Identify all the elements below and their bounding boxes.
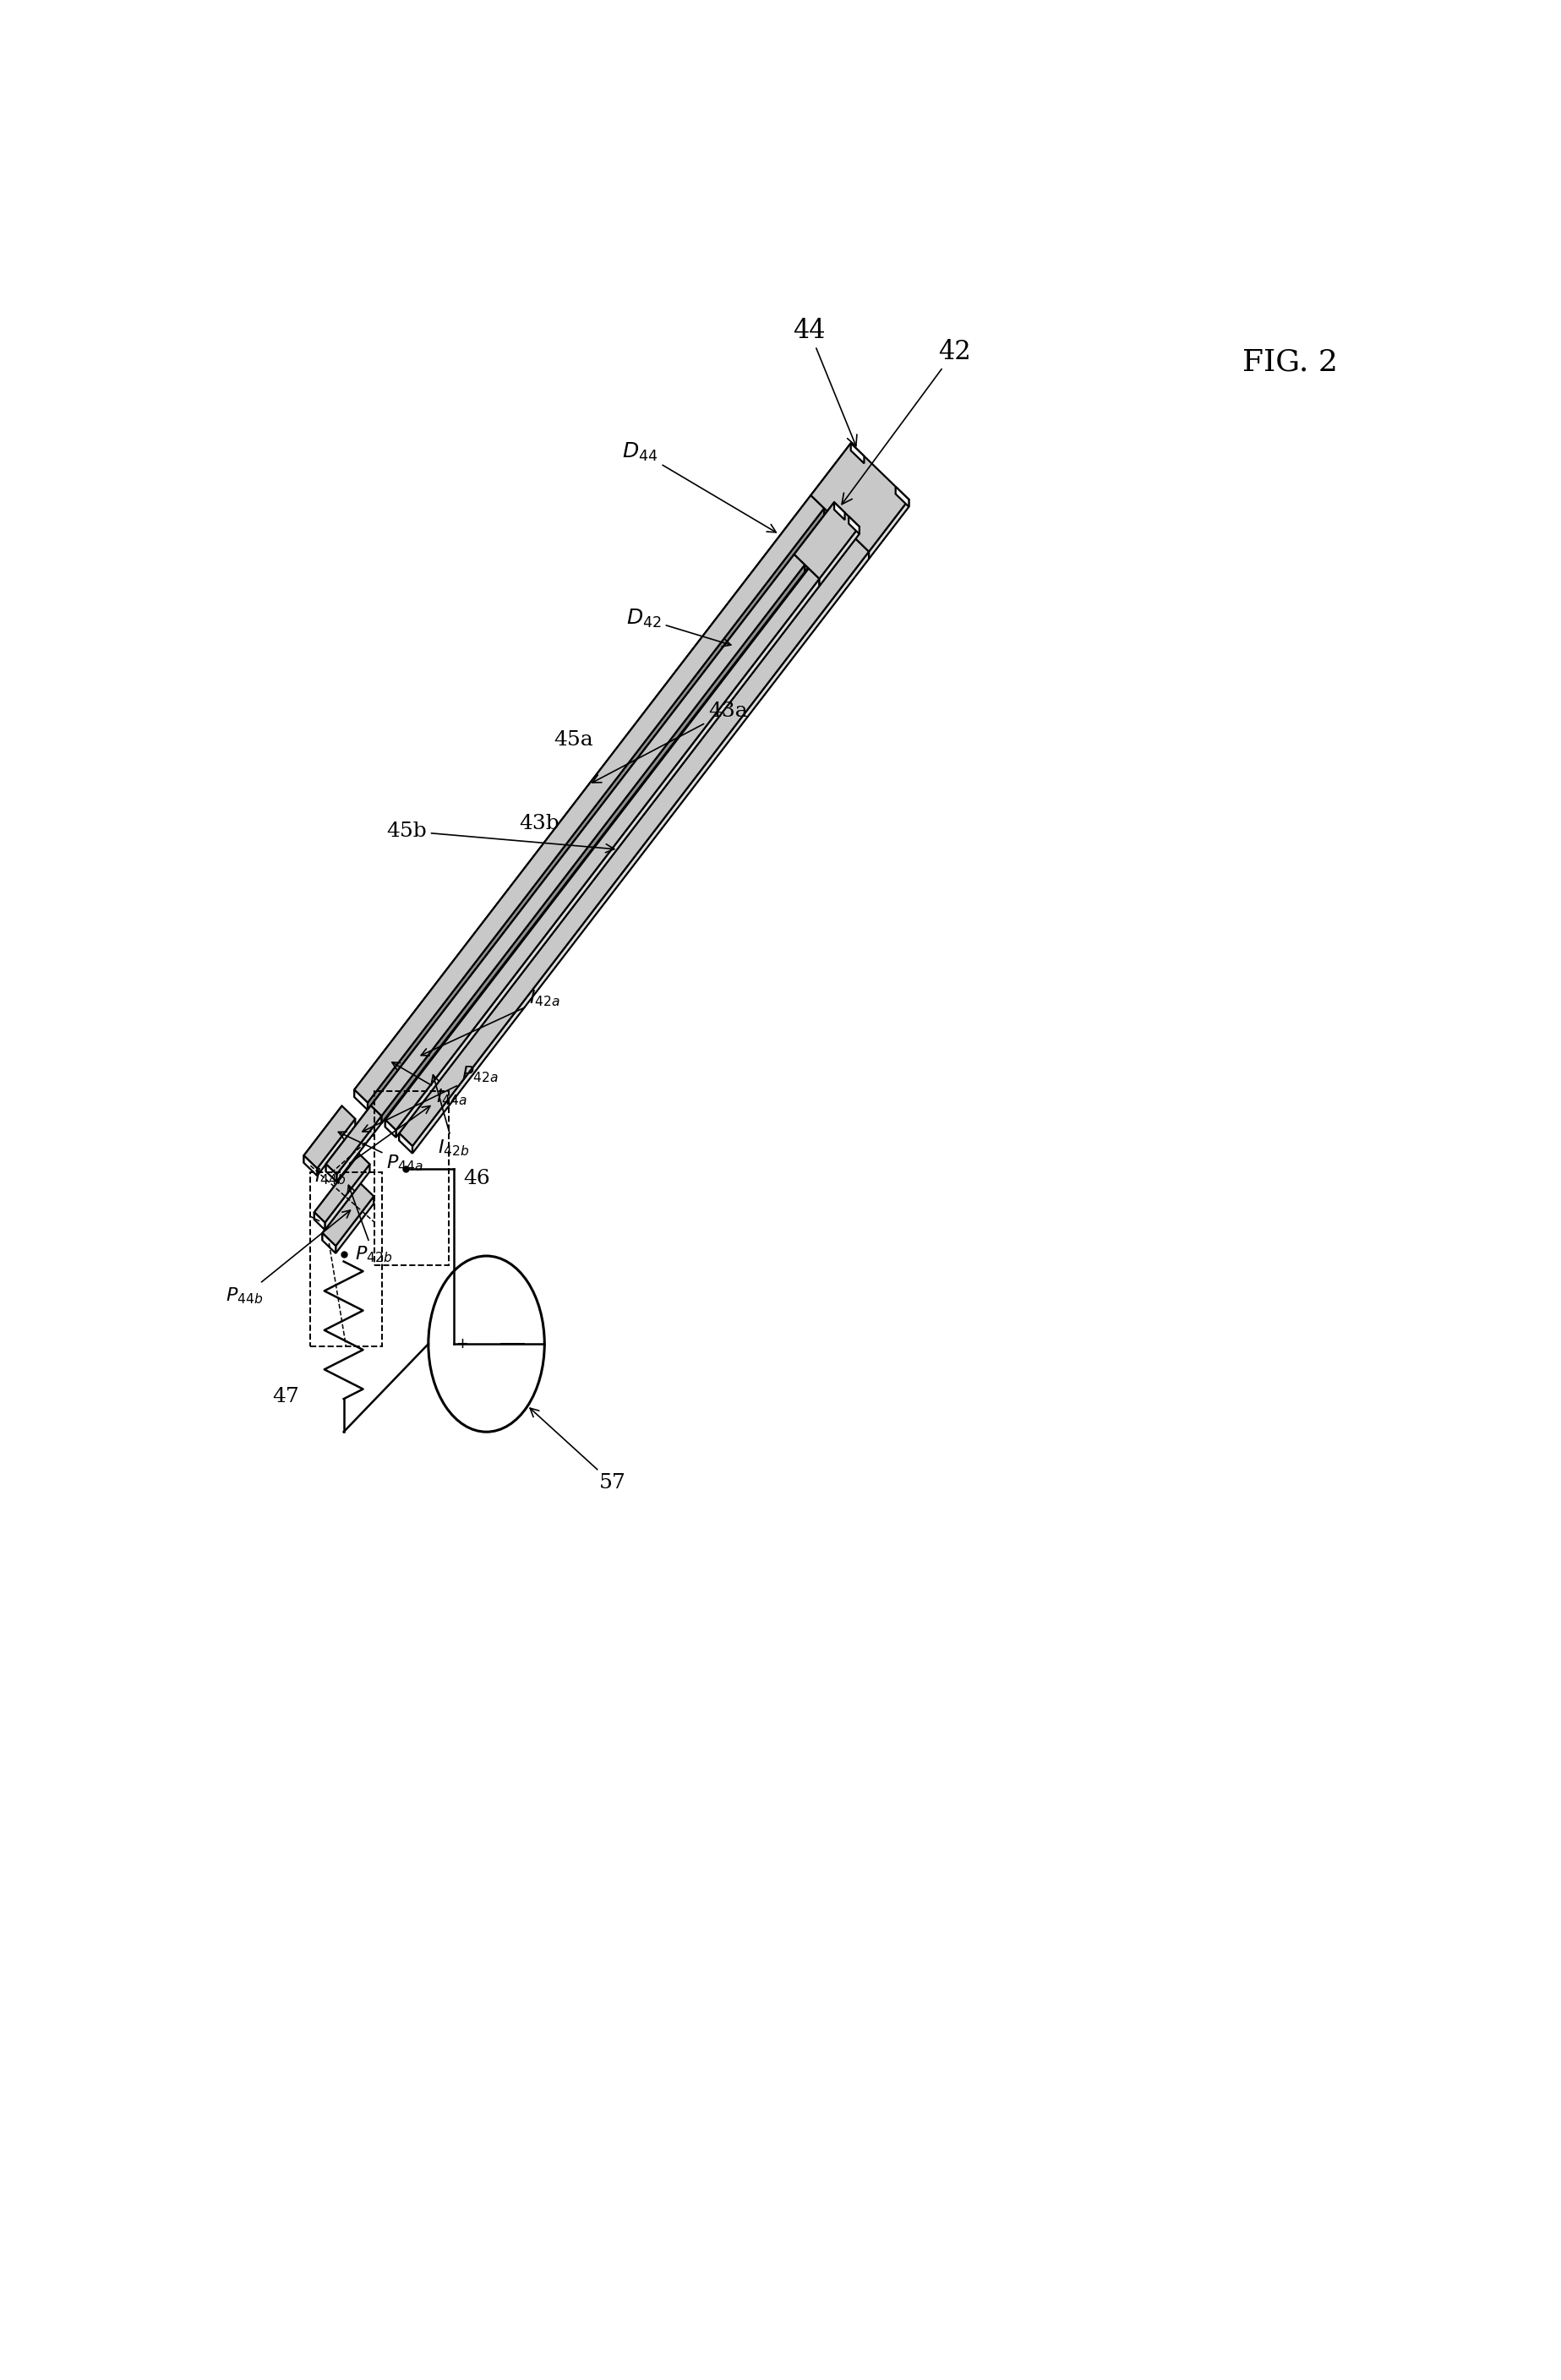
Polygon shape <box>851 443 865 464</box>
Text: $P_{42a}$: $P_{42a}$ <box>362 1064 498 1133</box>
Text: $D_{42}$: $D_{42}$ <box>626 607 731 647</box>
Text: $P_{42b}$: $P_{42b}$ <box>348 1185 392 1264</box>
Polygon shape <box>323 1183 373 1247</box>
Polygon shape <box>354 495 824 1102</box>
Polygon shape <box>855 486 896 545</box>
Text: FIG. 2: FIG. 2 <box>1243 347 1338 376</box>
Polygon shape <box>314 1154 359 1219</box>
Polygon shape <box>314 1211 325 1230</box>
Polygon shape <box>386 569 809 1128</box>
Polygon shape <box>372 555 805 1116</box>
Text: $D_{44}$: $D_{44}$ <box>623 440 776 533</box>
Text: $I_{42b}$: $I_{42b}$ <box>431 1076 470 1159</box>
Polygon shape <box>372 555 795 1114</box>
Polygon shape <box>386 569 820 1130</box>
Polygon shape <box>323 1233 336 1254</box>
Text: $P_{44a}$: $P_{44a}$ <box>339 1133 423 1173</box>
Polygon shape <box>304 1157 317 1176</box>
Text: 45b: 45b <box>386 821 615 852</box>
Polygon shape <box>354 495 810 1097</box>
Polygon shape <box>326 1107 372 1171</box>
Polygon shape <box>326 1107 381 1173</box>
Polygon shape <box>820 526 860 585</box>
Polygon shape <box>304 1107 356 1169</box>
Polygon shape <box>323 1183 361 1240</box>
Text: 47: 47 <box>272 1388 300 1407</box>
Polygon shape <box>368 509 824 1109</box>
Text: 42: 42 <box>841 338 971 505</box>
Text: 45a: 45a <box>554 731 593 750</box>
Polygon shape <box>304 1107 342 1164</box>
Polygon shape <box>396 543 855 1140</box>
Polygon shape <box>386 1119 396 1138</box>
Polygon shape <box>368 516 827 1114</box>
Polygon shape <box>381 564 805 1123</box>
Text: $I_{42a}$: $I_{42a}$ <box>421 988 560 1057</box>
Polygon shape <box>325 1164 370 1230</box>
Text: 43a: 43a <box>592 702 748 783</box>
Text: $P_{44b}$: $P_{44b}$ <box>226 1211 350 1307</box>
Polygon shape <box>368 509 824 1109</box>
Polygon shape <box>795 502 834 562</box>
Text: $I_{44a}$: $I_{44a}$ <box>392 1061 467 1107</box>
Polygon shape <box>869 500 909 559</box>
Polygon shape <box>834 502 845 519</box>
Polygon shape <box>805 512 845 571</box>
Polygon shape <box>896 486 909 507</box>
Bar <box>309 1173 382 1347</box>
Polygon shape <box>809 516 849 576</box>
Polygon shape <box>400 538 855 1140</box>
Polygon shape <box>810 443 909 552</box>
Bar <box>375 1092 450 1266</box>
Polygon shape <box>354 1090 368 1109</box>
Polygon shape <box>326 1164 337 1183</box>
Polygon shape <box>337 1116 381 1183</box>
Polygon shape <box>824 464 896 545</box>
Polygon shape <box>400 1133 412 1154</box>
Text: 57: 57 <box>531 1409 626 1492</box>
Polygon shape <box>400 538 855 1140</box>
Polygon shape <box>805 519 849 576</box>
Polygon shape <box>381 571 809 1128</box>
Polygon shape <box>396 578 820 1138</box>
Text: +: + <box>456 1335 468 1352</box>
Polygon shape <box>810 443 851 502</box>
Polygon shape <box>336 1197 373 1254</box>
Text: 43b: 43b <box>520 814 559 833</box>
Polygon shape <box>372 1107 381 1123</box>
Polygon shape <box>317 1119 356 1176</box>
Polygon shape <box>386 569 809 1128</box>
Polygon shape <box>412 552 869 1154</box>
Text: 44: 44 <box>793 317 857 445</box>
Polygon shape <box>849 516 860 533</box>
Polygon shape <box>795 502 860 578</box>
Polygon shape <box>314 1154 370 1223</box>
Text: 46: 46 <box>464 1169 490 1188</box>
Polygon shape <box>400 538 869 1147</box>
Polygon shape <box>824 457 865 516</box>
Polygon shape <box>381 564 805 1123</box>
Text: $I_{44b}$: $I_{44b}$ <box>315 1107 431 1188</box>
